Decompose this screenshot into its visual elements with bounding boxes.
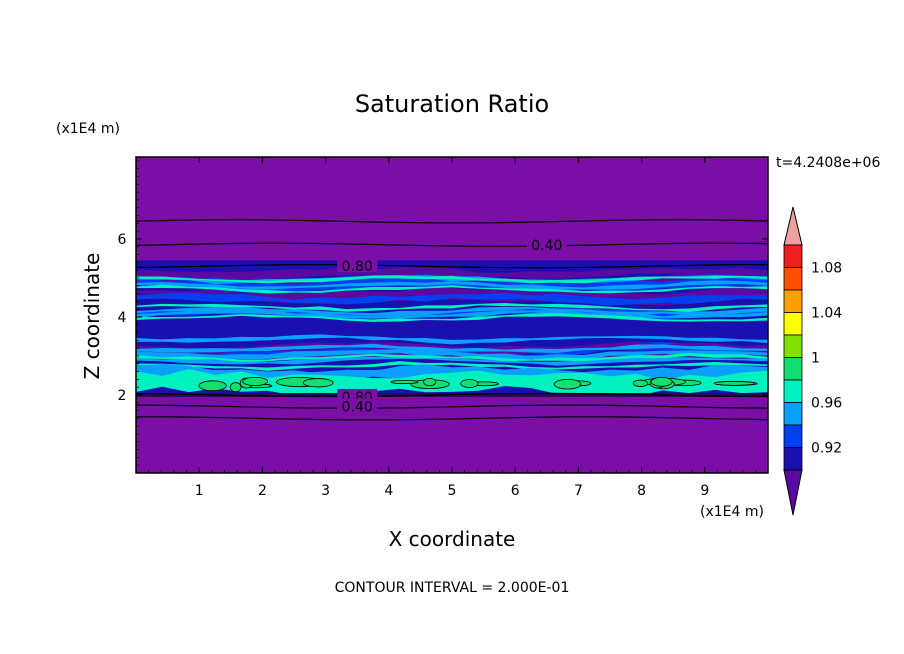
lower-teal-layer (136, 368, 768, 397)
x-ticks: 1 2 3 4 5 6 7 8 9 (148, 157, 769, 499)
contour-line (136, 219, 768, 224)
cyan-streak (136, 343, 768, 353)
supersaturated-patch (423, 377, 437, 387)
x-tick-label: 7 (574, 483, 583, 499)
supersaturated-patch (650, 377, 673, 387)
supersaturated-patch (553, 378, 582, 390)
x-unit-label: (x1E4 m) (700, 504, 764, 520)
contour-interval-footer: CONTOUR INTERVAL = 2.000E-01 (335, 580, 570, 596)
y-axis-label: Z coordinate (80, 253, 104, 380)
contour-line (136, 404, 768, 409)
contour-label: 0.80 (342, 259, 373, 275)
supersaturated-patch (302, 378, 334, 388)
x-tick-label: 4 (384, 483, 393, 499)
supersaturated-patch (198, 380, 227, 392)
cyan-streak (136, 306, 768, 316)
x-tick-label: 9 (700, 483, 709, 499)
supersaturated-patch (229, 382, 242, 393)
colorbar-tick-label: 1.08 (811, 261, 842, 277)
y-ticks: 2 4 6 (118, 160, 768, 466)
colorbar-max-arrow (783, 206, 803, 246)
contour-line (136, 242, 768, 247)
teal-streak (136, 303, 768, 313)
contour-line (136, 264, 768, 269)
blue-streak (136, 292, 768, 306)
colorbar-min-arrow (783, 469, 803, 516)
colorbar-tick-label: 0.92 (811, 441, 842, 457)
x-tick-label: 8 (637, 483, 646, 499)
contour-label: 0.40 (342, 400, 373, 416)
blue-streak (136, 266, 768, 280)
chart-title: Saturation Ratio (355, 90, 549, 118)
colorbar: 0.92 0.96 1 1.04 1.08 (783, 206, 842, 516)
cyan-streak (136, 349, 768, 360)
teal-streak (136, 284, 768, 294)
cyan-streak (136, 280, 768, 290)
x-tick-label: 3 (321, 483, 330, 499)
blue-streak (136, 341, 768, 355)
supersaturated-patch (632, 379, 649, 387)
contour-label: 0.40 (531, 238, 562, 254)
colorbar-swatch (783, 244, 803, 268)
colorbar-swatch (783, 424, 803, 448)
colorbar-swatch (783, 379, 803, 403)
colorbar-tick-label: 1 (811, 351, 820, 367)
cyan-streak (136, 356, 768, 366)
x-tick-label: 2 (258, 483, 267, 499)
x-tick-label: 6 (511, 483, 520, 499)
y-tick-label: 4 (118, 310, 127, 326)
contour-label-bg (337, 258, 378, 273)
supersaturated-patch (242, 376, 269, 386)
plot-area (136, 157, 768, 473)
colorbar-swatch (783, 334, 803, 358)
x-axis-label: X coordinate (389, 527, 516, 551)
colorbar-swatch (783, 289, 803, 313)
supersaturated-patch (713, 381, 755, 386)
contour-labels: 0.400.800.800.40 (337, 236, 567, 416)
contour-line (136, 392, 768, 398)
colorbar-swatch (783, 267, 803, 291)
contour-line (136, 416, 768, 421)
y-unit-label: (x1E4 m) (56, 121, 120, 137)
x-tick-label: 5 (448, 483, 457, 499)
blue-streak (136, 287, 768, 300)
y-tick-label: 6 (118, 232, 127, 248)
colorbar-tick-label: 0.96 (811, 396, 842, 412)
teal-streak (136, 313, 768, 322)
colorbar-swatch (783, 447, 803, 471)
time-label: t=4.2408e+06 (776, 155, 880, 171)
cyan-streak (136, 334, 768, 345)
supersaturated-patch (390, 379, 419, 384)
colorbar-tick-label: 1.04 (811, 306, 842, 322)
y-tick-label: 2 (118, 388, 127, 404)
teal-streak (136, 361, 768, 371)
contour-lines (136, 219, 768, 421)
supersaturated-patch (460, 379, 479, 388)
colorbar-swatch (783, 357, 803, 381)
colorbar-swatch (783, 402, 803, 426)
teal-streak (136, 275, 768, 284)
contour-label-bg (526, 236, 567, 251)
contour-label-bg (337, 398, 378, 413)
colorbar-swatch (783, 312, 803, 336)
x-tick-label: 1 (195, 483, 204, 499)
teal-streak (136, 352, 768, 362)
